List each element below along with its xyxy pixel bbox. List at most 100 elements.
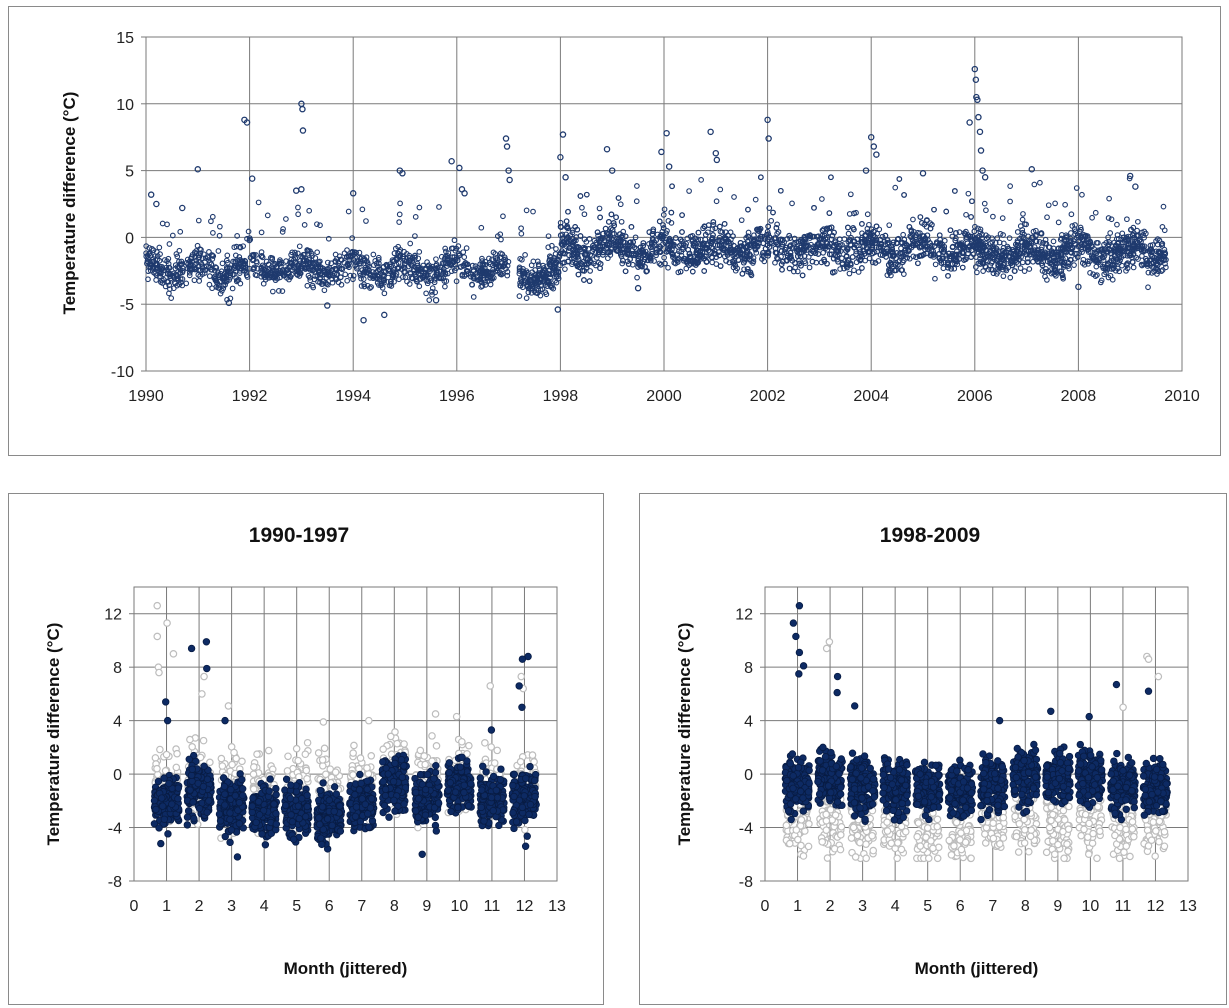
data-point	[1068, 230, 1074, 236]
data-point	[980, 243, 987, 249]
data-point	[630, 239, 636, 245]
data-point	[287, 273, 293, 280]
data-point	[756, 226, 762, 233]
data-point	[216, 232, 223, 239]
data-point	[163, 264, 170, 271]
data-point	[1028, 166, 1036, 173]
data-point	[306, 274, 313, 281]
data-point	[275, 288, 282, 294]
data-point	[974, 269, 980, 276]
data-point	[681, 255, 688, 262]
data-point	[329, 279, 336, 286]
x-tick-label: 1996	[439, 388, 475, 405]
data-point	[312, 255, 319, 261]
data-point	[660, 222, 666, 228]
data-point	[219, 288, 225, 294]
data-point	[613, 214, 619, 221]
data-point	[996, 239, 1003, 246]
data-point	[243, 119, 251, 126]
y-axis-title: Temperature difference (°C)	[60, 92, 79, 315]
data-point	[1106, 195, 1112, 202]
data-point	[658, 261, 664, 268]
x-tick-label: 2004	[853, 388, 889, 405]
data-point	[357, 272, 364, 279]
data-point	[333, 267, 340, 273]
data-point	[407, 240, 414, 247]
data-point	[846, 237, 853, 244]
data-point	[264, 746, 273, 755]
data-point	[904, 254, 910, 261]
data-point	[157, 269, 164, 276]
data-point	[1064, 242, 1071, 249]
data-point	[153, 764, 161, 773]
data-point	[168, 295, 175, 301]
data-point	[600, 252, 606, 258]
data-point	[555, 270, 562, 276]
data-point	[506, 176, 513, 184]
data-point	[379, 745, 387, 754]
data-point	[820, 226, 827, 232]
data-point	[497, 250, 504, 257]
data-point	[779, 266, 785, 273]
data-point	[202, 259, 208, 266]
data-point	[500, 213, 506, 220]
data-point	[931, 206, 937, 213]
data-point	[1046, 244, 1053, 251]
data-point	[358, 260, 364, 267]
data-point	[224, 266, 230, 272]
data-point	[416, 248, 423, 255]
data-point	[213, 279, 220, 286]
data-point	[920, 251, 927, 258]
data-point	[924, 217, 930, 223]
data-point	[209, 213, 216, 220]
data-point	[177, 276, 184, 282]
data-point	[821, 232, 828, 239]
data-point	[1040, 239, 1046, 246]
data-point	[254, 265, 261, 272]
data-point	[298, 186, 305, 193]
data-point	[530, 758, 538, 766]
data-point	[524, 269, 531, 276]
data-point	[772, 249, 779, 256]
data-point	[656, 260, 663, 267]
data-point	[455, 250, 462, 257]
data-point	[1138, 246, 1144, 253]
data-point	[389, 257, 396, 263]
data-point	[195, 217, 202, 224]
data-point	[1147, 248, 1153, 255]
data-point	[1048, 261, 1055, 267]
data-point	[373, 269, 379, 276]
data-point	[208, 252, 215, 258]
data-point	[1036, 250, 1043, 257]
data-point	[162, 750, 171, 759]
data-point	[1044, 277, 1050, 283]
data-point	[833, 247, 839, 254]
data-point	[1062, 248, 1069, 255]
data-point	[1012, 251, 1019, 258]
data-point	[295, 204, 301, 211]
data-point	[665, 163, 673, 170]
data-point	[467, 273, 474, 280]
data-point	[286, 276, 292, 283]
data-point	[717, 186, 724, 193]
data-point	[1155, 249, 1162, 255]
data-point	[1087, 270, 1093, 276]
data-point	[660, 225, 667, 231]
data-point	[679, 212, 685, 219]
data-point	[237, 261, 244, 267]
data-point	[474, 277, 481, 283]
y-tick-label: 5	[125, 164, 134, 181]
data-point	[173, 251, 180, 257]
data-point	[365, 716, 373, 725]
data-point	[306, 265, 312, 272]
data-point	[487, 743, 496, 751]
data-point	[554, 256, 560, 263]
data-point	[243, 272, 250, 279]
data-point	[770, 209, 776, 216]
data-point	[520, 266, 526, 272]
data-point	[442, 283, 448, 290]
data-point	[1019, 216, 1026, 223]
data-point	[694, 247, 700, 254]
data-point	[569, 235, 576, 242]
data-point	[724, 252, 731, 258]
